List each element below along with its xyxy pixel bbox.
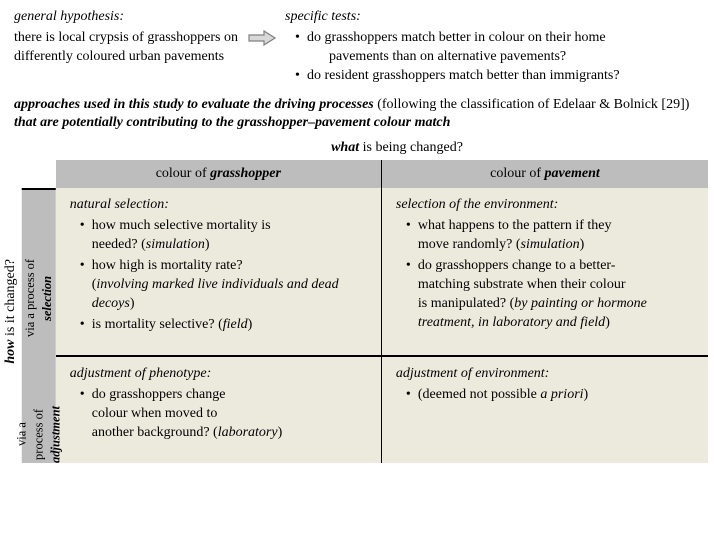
cell-tr-b1i: simulation xyxy=(521,237,580,252)
row1-prefix: via a process of xyxy=(23,259,37,337)
grid: colour of grasshopper colour of pavement… xyxy=(56,160,708,463)
cell-natural-selection: natural selection: how much selective mo… xyxy=(56,188,382,355)
cell-tl-list: how much selective mortality is needed? … xyxy=(70,217,369,334)
row1-bold: selection xyxy=(40,276,54,321)
cell-tr-b1a: what happens to the pattern if they xyxy=(418,218,612,233)
cell-tr-list: what happens to the pattern if they move… xyxy=(396,217,696,332)
cell-adjustment-environment: adjustment of environment: (deemed not p… xyxy=(382,355,708,463)
col-header-pavement: colour of pavement xyxy=(382,160,708,188)
row-labels-spacer xyxy=(22,160,56,188)
cell-tr-b2c: is manipulated? ( xyxy=(418,296,514,311)
col1-prefix: colour of xyxy=(156,166,210,181)
cell-bl-b1i: laboratory xyxy=(218,425,278,440)
cell-tl-b1i: simulation xyxy=(146,237,205,252)
what-suffix: is being changed? xyxy=(359,140,463,155)
cell-bl-list: do grasshoppers change colour when moved… xyxy=(70,386,369,443)
cell-adjustment-phenotype: adjustment of phenotype: do grasshoppers… xyxy=(56,355,382,463)
test-bullet-1: do grasshoppers match better in colour o… xyxy=(295,29,700,67)
how-suffix: is it changed? xyxy=(3,259,18,339)
cell-tl-b3i: field xyxy=(223,317,248,332)
cell-br-b1b: ) xyxy=(584,387,589,402)
approaches-paragraph: approaches used in this study to evaluat… xyxy=(0,90,714,136)
cell-tl-b1c: ) xyxy=(205,237,210,252)
tests-column: specific tests: do grasshoppers match be… xyxy=(285,8,700,86)
what-bold: what xyxy=(331,140,359,155)
cell-tr-b2: do grasshoppers change to a better- matc… xyxy=(406,257,696,333)
cell-tr-b2d: ) xyxy=(605,315,610,330)
matrix: how is it changed? via a process of sele… xyxy=(0,160,714,463)
row2-prefix: via a process of xyxy=(15,409,46,460)
cell-tl-b2: how high is mortality rate? (involving m… xyxy=(80,257,369,314)
approaches-bold-1: approaches used in this study to evaluat… xyxy=(14,97,374,112)
cell-br-b1i: a priori xyxy=(540,387,583,402)
approaches-bold-2: that are potentially contributing to the… xyxy=(14,115,450,130)
hypothesis-title: general hypothesis: xyxy=(14,8,239,27)
how-axis-label: how is it changed? xyxy=(2,259,21,364)
cell-tl-b1b: needed? ( xyxy=(92,237,146,252)
cell-tl-b2a: how high is mortality rate? xyxy=(92,258,243,273)
approaches-plain: (following the classification of Edelaar… xyxy=(374,97,690,112)
tests-list: do grasshoppers match better in colour o… xyxy=(285,29,700,86)
cell-bl-title: adjustment of phenotype: xyxy=(70,365,369,384)
cell-bl-b1c: another background? ( xyxy=(92,425,218,440)
test-bullet-1-line2: pavements than on alternative pavements? xyxy=(307,48,700,67)
cell-tl-b2c: ) xyxy=(130,296,135,311)
cell-tr-b2b: matching substrate when their colour xyxy=(418,277,626,292)
cell-tr-b1c: ) xyxy=(580,237,585,252)
cell-selection-environment: selection of the environment: what happe… xyxy=(382,188,708,355)
arrow-right-icon xyxy=(248,30,276,46)
col2-bold: pavement xyxy=(545,166,600,181)
hypothesis-column: general hypothesis: there is local cryps… xyxy=(14,8,239,86)
cell-tl-title: natural selection: xyxy=(70,196,369,215)
hypothesis-text: there is local crypsis of grasshoppers o… xyxy=(14,29,239,67)
cell-br-title: adjustment of environment: xyxy=(396,365,696,384)
cell-tr-b1: what happens to the pattern if they move… xyxy=(406,217,696,255)
cell-br-b1: (deemed not possible a priori) xyxy=(406,386,696,405)
tests-title: specific tests: xyxy=(285,8,700,27)
col2-prefix: colour of xyxy=(490,166,544,181)
cell-tr-b1b: move randomly? ( xyxy=(418,237,521,252)
cell-tl-b1: how much selective mortality is needed? … xyxy=(80,217,369,255)
cell-bl-b1b: colour when moved to xyxy=(92,406,218,421)
what-axis-label: what is being changed? xyxy=(0,135,714,160)
row-label-selection: via a process of selection xyxy=(22,188,56,406)
test-bullet-1-line1: do grasshoppers match better in colour o… xyxy=(307,30,606,45)
arrow-column xyxy=(247,8,277,86)
col-header-grasshopper: colour of grasshopper xyxy=(56,160,382,188)
row2-bold: adjustment xyxy=(48,406,62,463)
cell-br-b1a: (deemed not possible xyxy=(418,387,540,402)
cell-bl-b1a: do grasshoppers change xyxy=(92,387,226,402)
cell-tl-b3a: is mortality selective? ( xyxy=(92,317,223,332)
row-label-adjustment: via a process of adjustment xyxy=(22,406,56,463)
cell-bl-b1d: ) xyxy=(278,425,283,440)
cell-bl-b1: do grasshoppers change colour when moved… xyxy=(80,386,369,443)
col1-bold: grasshopper xyxy=(210,166,281,181)
cell-br-list: (deemed not possible a priori) xyxy=(396,386,696,405)
cell-tl-b1a: how much selective mortality is xyxy=(92,218,271,233)
how-bold: how xyxy=(3,340,18,364)
row-labels: via a process of selection via a process… xyxy=(22,160,56,463)
cell-tl-b2i: involving marked live individuals and de… xyxy=(92,277,339,311)
test-bullet-2: do resident grasshoppers match better th… xyxy=(295,67,700,86)
cell-tl-b3c: ) xyxy=(248,317,253,332)
top-section: general hypothesis: there is local cryps… xyxy=(0,0,714,90)
cell-tl-b3: is mortality selective? (field) xyxy=(80,316,369,335)
cell-tr-title: selection of the environment: xyxy=(396,196,696,215)
cell-tr-b2a: do grasshoppers change to a better- xyxy=(418,258,616,273)
